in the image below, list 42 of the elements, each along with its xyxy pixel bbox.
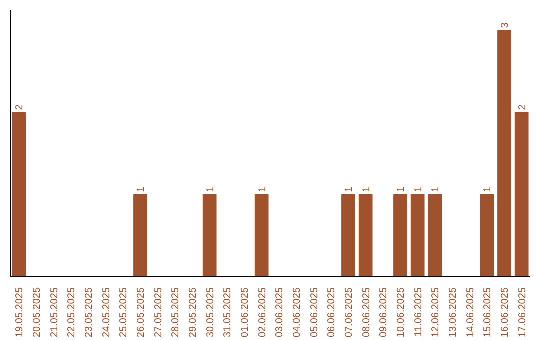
data-label: 1 <box>344 186 355 192</box>
x-tick-label: 13.06.2025 <box>448 287 459 338</box>
x-tick-label: 19.05.2025 <box>14 287 26 338</box>
data-label: 1 <box>361 186 372 192</box>
data-label: 1 <box>396 186 407 192</box>
x-tick-label: 29.05.2025 <box>188 287 199 338</box>
data-label: 1 <box>413 186 424 192</box>
data-label: 1 <box>430 186 442 192</box>
x-tick-label: 25.05.2025 <box>118 287 130 338</box>
x-tick-label: 31.05.2025 <box>222 287 234 338</box>
data-label: 2 <box>14 104 26 110</box>
x-tick-label: 27.05.2025 <box>153 287 164 338</box>
data-label: 1 <box>257 186 268 192</box>
data-label: 1 <box>205 186 216 192</box>
x-tick-label: 20.05.2025 <box>32 287 43 338</box>
x-tick-label: 22.05.2025 <box>66 287 78 338</box>
data-label: 1 <box>482 186 494 192</box>
x-tick-label: 01.06.2025 <box>240 287 251 338</box>
data-label: 1 <box>136 186 147 192</box>
x-tick-label: 08.06.2025 <box>361 287 372 338</box>
x-tick-label: 07.06.2025 <box>344 287 355 338</box>
x-tick-label: 11.06.2025 <box>413 287 424 337</box>
x-tick-label: 26.05.2025 <box>136 287 147 338</box>
x-tick-label: 12.06.2025 <box>430 287 442 338</box>
x-tick-label: 14.06.2025 <box>465 287 476 338</box>
x-tick-label: 05.06.2025 <box>309 287 320 338</box>
x-tick-label: 21.05.2025 <box>49 287 60 338</box>
x-tick-label: 24.05.2025 <box>101 287 112 338</box>
x-tick-label: 10.06.2025 <box>396 287 407 338</box>
data-label: 3 <box>500 22 511 28</box>
x-tick-label: 03.06.2025 <box>274 287 286 338</box>
x-tick-label: 02.06.2025 <box>257 287 268 338</box>
x-tick-label: 23.05.2025 <box>84 287 95 338</box>
x-tick-label: 28.05.2025 <box>170 287 182 338</box>
x-tick-label: 30.05.2025 <box>205 287 216 338</box>
data-label: 2 <box>517 104 528 110</box>
x-tick-label: 04.06.2025 <box>292 287 303 338</box>
x-tick-label: 15.06.2025 <box>482 287 494 338</box>
x-tick-label: 17.06.2025 <box>517 287 528 338</box>
x-tick-label: 16.06.2025 <box>500 287 511 338</box>
x-tick-label: 06.06.2025 <box>326 287 338 338</box>
x-tick-label: 09.06.2025 <box>378 287 390 338</box>
